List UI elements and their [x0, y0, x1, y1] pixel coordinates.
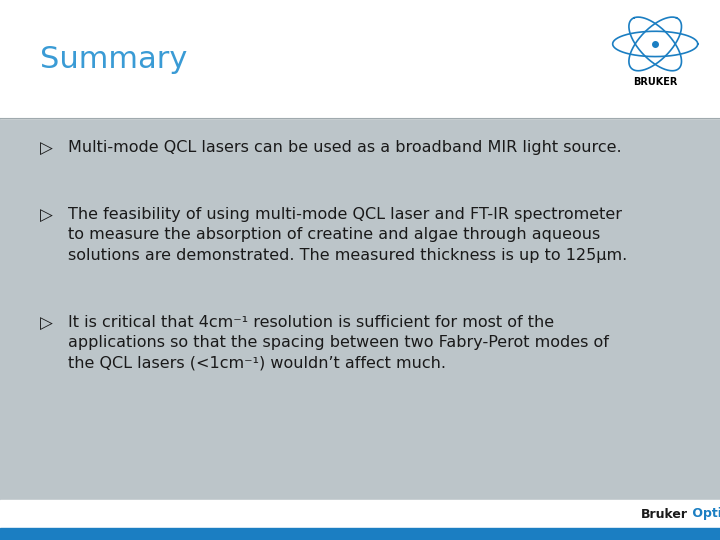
- Text: ▷: ▷: [40, 315, 53, 333]
- Text: Summary: Summary: [40, 44, 187, 73]
- Text: The feasibility of using multi-mode QCL laser and FT-IR spectrometer
to measure : The feasibility of using multi-mode QCL …: [68, 207, 628, 263]
- Bar: [0, 528, 720, 540]
- Text: ▷: ▷: [40, 140, 53, 158]
- Text: Multi-mode QCL lasers can be used as a broadband MIR light source.: Multi-mode QCL lasers can be used as a b…: [68, 140, 622, 154]
- Bar: [0, 118, 720, 500]
- Bar: [0, 500, 720, 528]
- Text: It is critical that 4cm⁻¹ resolution is sufficient for most of the
applications : It is critical that 4cm⁻¹ resolution is …: [68, 315, 609, 371]
- Bar: [0, 0, 720, 118]
- Text: Bruker: Bruker: [641, 508, 688, 521]
- Text: ▷: ▷: [40, 207, 53, 225]
- Text: BRUKER: BRUKER: [633, 77, 678, 86]
- Text: Optics: Optics: [688, 508, 720, 521]
